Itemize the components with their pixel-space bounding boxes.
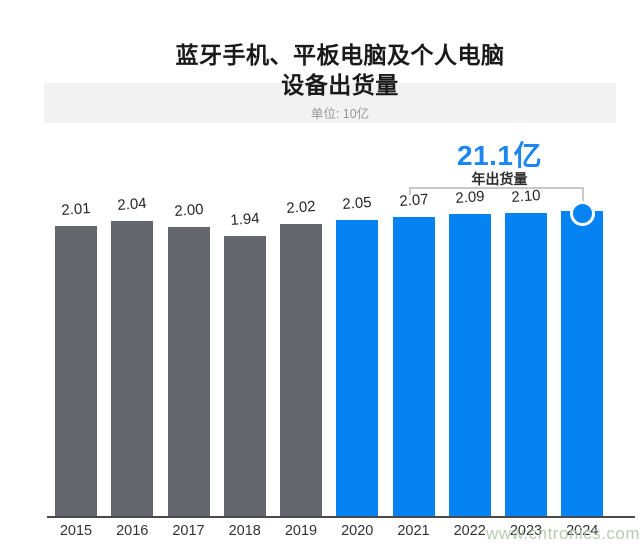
chart-unit-subtitle: 单位: 10亿	[310, 107, 370, 121]
x-axis-label-2017: 2017	[172, 523, 205, 539]
bar-2019	[280, 224, 322, 516]
bar-value-label-2016: 2.04	[117, 195, 148, 214]
x-axis-line	[47, 516, 635, 518]
chart-title-line1: 蓝牙手机、平板电脑及个人电脑	[175, 42, 505, 68]
callout-bracket-left-tick	[409, 187, 411, 195]
bar-2024	[561, 211, 604, 516]
bar-2020	[336, 220, 379, 516]
bar-2015	[55, 226, 97, 516]
callout-value: 21.1亿	[457, 140, 542, 171]
bar-value-label-2020: 2.05	[342, 194, 373, 213]
bar-2016	[111, 221, 154, 516]
x-axis-label-2023: 2023	[509, 523, 543, 539]
bar-value-label-2023: 2.10	[510, 187, 542, 206]
x-axis-label-2021: 2021	[397, 523, 430, 539]
bar-value-label-2018: 1.94	[229, 210, 260, 229]
x-axis-label-2018: 2018	[228, 523, 261, 539]
x-axis-label-2019: 2019	[284, 523, 318, 539]
bar-2023	[505, 213, 547, 516]
x-axis-label-2022: 2022	[453, 523, 486, 539]
highlight-marker-icon	[570, 201, 595, 226]
bar-value-label-2021: 2.07	[398, 191, 429, 210]
bar-2018	[223, 236, 266, 516]
chart-title: 蓝牙手机、平板电脑及个人电脑 设备出货量	[40, 40, 640, 100]
x-axis-label-2020: 2020	[341, 523, 374, 539]
callout-bracket-line	[409, 187, 584, 189]
callout-label: 年出货量	[471, 171, 528, 187]
x-axis-label-2015: 2015	[59, 523, 93, 539]
chart-title-line2: 设备出货量	[281, 72, 399, 98]
callout-bracket-right-tick	[582, 187, 584, 202]
bar-value-label-2017: 2.00	[173, 201, 204, 220]
bar-2022	[448, 214, 491, 516]
x-axis-label-2016: 2016	[116, 523, 149, 539]
x-axis-label-2024: 2024	[566, 523, 599, 539]
bar-2017	[167, 227, 210, 516]
bar-2021	[392, 217, 435, 516]
title-background-band	[44, 83, 616, 123]
watermark-text: www.cntronics.com	[486, 524, 640, 543]
